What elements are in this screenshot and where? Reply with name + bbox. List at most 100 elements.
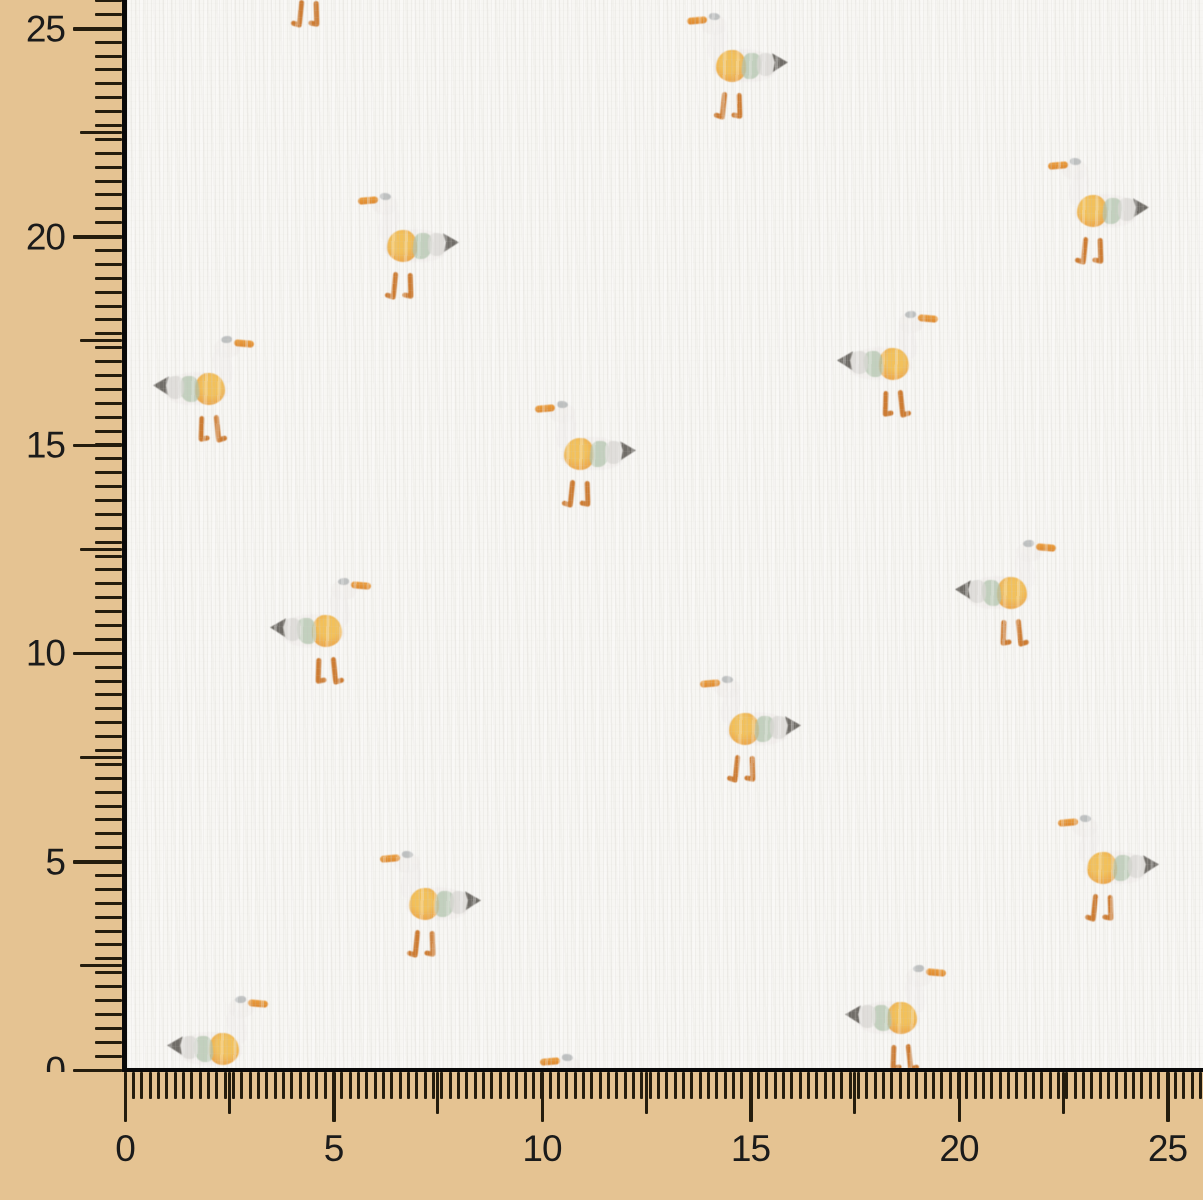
vertical-ruler-label: 10 bbox=[25, 632, 66, 674]
seagull-crown bbox=[338, 578, 349, 585]
seagull-leg bbox=[407, 272, 414, 298]
ruler-tick bbox=[80, 964, 122, 968]
vertical-ruler-label: 15 bbox=[25, 424, 66, 466]
vertical-ruler-label: 25 bbox=[25, 8, 66, 49]
ruler-tick bbox=[765, 1072, 769, 1099]
ruler-tick bbox=[456, 1072, 460, 1099]
ruler-tick bbox=[381, 1072, 385, 1099]
ruler-tick bbox=[832, 1072, 836, 1099]
ruler-tick bbox=[131, 1072, 135, 1099]
ruler-tick bbox=[853, 1072, 857, 1114]
ruler-tick bbox=[1173, 1072, 1177, 1099]
ruler-tick bbox=[440, 1072, 444, 1099]
seagull-wing-grey bbox=[770, 716, 789, 739]
seagull-head bbox=[372, 195, 398, 215]
ruler-tick bbox=[1032, 1072, 1036, 1099]
ruler-tick bbox=[95, 123, 122, 127]
ruler-tick bbox=[907, 1072, 911, 1099]
seagull-wing-orange bbox=[997, 577, 1027, 609]
ruler-tick bbox=[1107, 1072, 1111, 1099]
seagull-motif bbox=[534, 401, 636, 509]
ruler-tick bbox=[95, 137, 122, 141]
ruler-tick bbox=[682, 1072, 685, 1099]
horizontal-ruler: 0 5 10 15 20 25 bbox=[0, 1072, 1203, 1200]
ruler-tick bbox=[598, 1072, 602, 1099]
seagull-leg bbox=[567, 479, 576, 507]
ruler-tick bbox=[95, 1012, 122, 1016]
ruler-tick bbox=[965, 1072, 969, 1099]
seagull-leg bbox=[198, 415, 205, 441]
seagull-wing-grey bbox=[1128, 855, 1147, 878]
ruler-tick bbox=[95, 1054, 122, 1058]
ruler-tick bbox=[240, 1072, 244, 1099]
ruler-tick bbox=[95, 846, 122, 850]
ruler-tick bbox=[498, 1072, 502, 1099]
seagull-crown bbox=[402, 851, 413, 858]
seagull-head bbox=[394, 853, 420, 873]
ruler-tick bbox=[1065, 1072, 1069, 1099]
seagull-crown bbox=[913, 965, 924, 972]
seagull-head bbox=[714, 678, 740, 698]
ruler-tick bbox=[95, 276, 122, 280]
ruler-tick bbox=[95, 915, 122, 919]
seagull-motif bbox=[153, 336, 255, 444]
ruler-tick bbox=[95, 929, 122, 933]
ruler-tick bbox=[990, 1072, 994, 1099]
ruler-tick bbox=[165, 1072, 169, 1099]
ruler-tick bbox=[848, 1072, 852, 1099]
seagull-crown bbox=[722, 676, 733, 683]
ruler-tick bbox=[95, 304, 122, 308]
ruler-tick bbox=[95, 554, 122, 558]
ruler-tick bbox=[95, 665, 122, 669]
ruler-tick bbox=[95, 401, 122, 405]
seagull-crown bbox=[562, 1054, 573, 1061]
horizontal-ruler-label: 25 bbox=[1147, 1128, 1188, 1169]
ruler-tick bbox=[95, 526, 122, 530]
ruler-tick bbox=[707, 1072, 711, 1099]
ruler-tick bbox=[823, 1072, 827, 1099]
ruler-tick bbox=[1090, 1072, 1094, 1099]
seagull-leg bbox=[1080, 236, 1089, 264]
vertical-ruler-label: 20 bbox=[25, 216, 66, 258]
ruler-tick bbox=[1148, 1072, 1152, 1099]
seagull-leg bbox=[1015, 618, 1024, 646]
seagull-leg bbox=[749, 755, 756, 781]
seagull-leg bbox=[1000, 619, 1007, 645]
ruler-tick bbox=[665, 1072, 669, 1099]
ruler-tick bbox=[1115, 1072, 1119, 1099]
ruler-tick bbox=[1157, 1072, 1161, 1099]
ruler-tick bbox=[95, 318, 122, 322]
ruler-tick bbox=[73, 27, 122, 31]
ruler-tick bbox=[315, 1072, 319, 1099]
ruler-tick bbox=[95, 54, 122, 58]
ruler-tick bbox=[95, 1026, 122, 1030]
seagull-leg bbox=[1097, 237, 1104, 263]
ruler-tick bbox=[95, 596, 122, 600]
seagull-wing-orange bbox=[312, 615, 342, 647]
ruler-tick bbox=[95, 624, 122, 628]
ruler-tick bbox=[740, 1072, 744, 1099]
ruler-tick bbox=[95, 971, 122, 975]
seagull-leg bbox=[429, 930, 436, 956]
ruler-tick bbox=[715, 1072, 719, 1099]
ruler-tick bbox=[644, 1072, 648, 1114]
seagull-wing-grey bbox=[428, 233, 447, 256]
seagull-crown bbox=[905, 311, 916, 318]
ruler-tick bbox=[932, 1072, 936, 1099]
seagull-motif bbox=[264, 0, 365, 29]
ruler-tick bbox=[95, 679, 122, 683]
ruler-tick bbox=[95, 776, 122, 780]
seagull-crown bbox=[709, 13, 720, 20]
ruler-tick bbox=[356, 1072, 360, 1099]
seagull-crown bbox=[1080, 815, 1091, 822]
ruler-tick bbox=[95, 387, 122, 391]
seagull-motif bbox=[699, 676, 801, 784]
seagull-wing-grey bbox=[450, 891, 469, 914]
seagull-head bbox=[1072, 817, 1098, 837]
ruler-tick bbox=[840, 1072, 844, 1099]
seagull-head bbox=[549, 403, 575, 423]
ruler-tick bbox=[540, 1072, 544, 1122]
ruler-tick bbox=[227, 1072, 231, 1114]
ruler-tick bbox=[365, 1072, 369, 1099]
ruler-tick bbox=[190, 1072, 194, 1099]
